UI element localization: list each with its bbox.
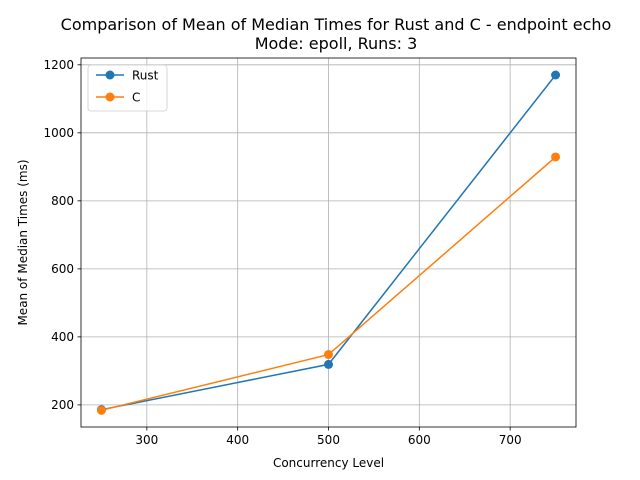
legend-marker-rust xyxy=(105,70,115,80)
chart-title: Comparison of Mean of Median Times for R… xyxy=(61,15,612,34)
y-tick-label: 1200 xyxy=(43,58,74,72)
data-point-c xyxy=(551,152,561,162)
x-axis-ticks: 300 400 500 600 700 xyxy=(135,427,522,447)
x-tick-label: 700 xyxy=(499,433,522,447)
y-tick-label: 600 xyxy=(51,262,74,276)
data-point-c xyxy=(96,405,106,415)
data-point-rust xyxy=(551,70,561,80)
data-point-c xyxy=(324,350,333,360)
y-tick-label: 400 xyxy=(51,330,74,344)
chart-subtitle: Mode: epoll, Runs: 3 xyxy=(255,34,418,53)
y-tick-label: 800 xyxy=(51,194,74,208)
y-axis-label: Mean of Median Times (ms) xyxy=(16,159,30,325)
x-tick-label: 300 xyxy=(135,433,158,447)
x-axis-label: Concurrency Level xyxy=(273,456,384,470)
x-tick-label: 500 xyxy=(317,433,340,447)
series-c xyxy=(96,152,561,415)
legend: Rust C xyxy=(87,64,168,112)
legend-marker-c xyxy=(105,92,115,102)
data-point-rust xyxy=(324,359,333,369)
x-tick-label: 400 xyxy=(226,433,249,447)
grid-lines xyxy=(81,58,576,427)
series-layer xyxy=(96,70,561,415)
x-tick-label: 600 xyxy=(408,433,431,447)
y-tick-label: 200 xyxy=(51,398,74,412)
y-axis-ticks: 200 400 600 800 1000 1200 xyxy=(43,58,81,412)
y-tick-label: 1000 xyxy=(43,126,74,140)
plot-area-frame xyxy=(80,57,577,428)
legend-label-rust: Rust xyxy=(132,69,159,83)
legend-label-c: C xyxy=(132,91,140,105)
